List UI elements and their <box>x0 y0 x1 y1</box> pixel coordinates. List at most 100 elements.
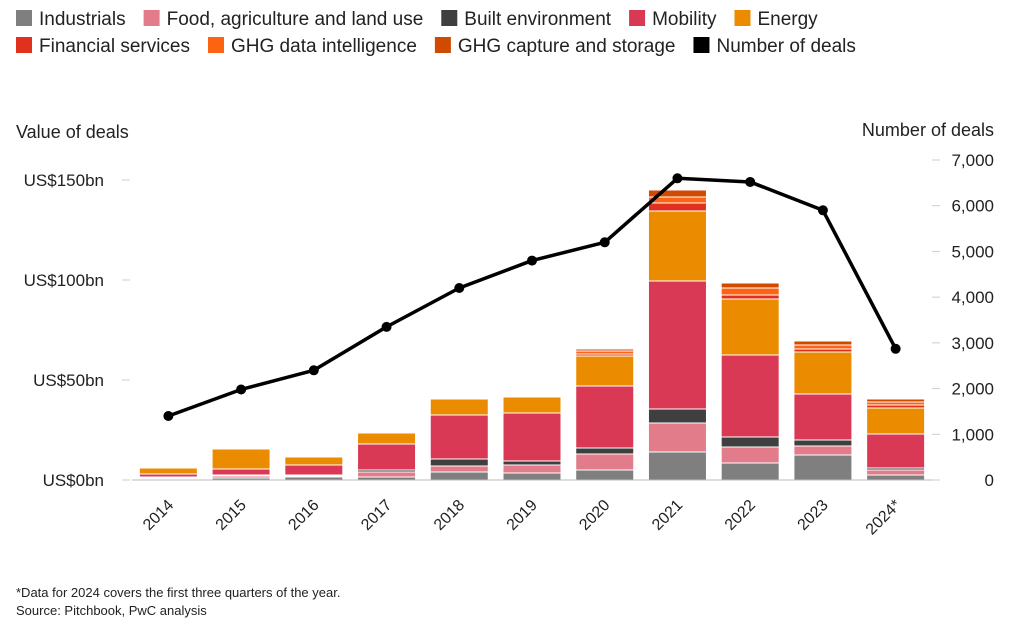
x-tick-label: 2023 <box>795 497 832 534</box>
bar-energy-2019 <box>502 396 562 414</box>
bar-built-environment-2021 <box>647 408 707 424</box>
bar-ghg-data-intelligence-2023 <box>793 344 853 350</box>
deals-point-2023 <box>817 205 828 216</box>
right-axis: 0 1,000 2,000 3,000 4,000 5,000 6,000 7,000 <box>932 151 994 490</box>
deals-point-2014 <box>163 411 174 421</box>
bar-ghg-capture-and-storage-2017 <box>357 429 417 432</box>
bar-energy-2024 <box>866 407 926 435</box>
bar-mobility-2021 <box>647 280 707 410</box>
bar-ghg-capture-and-storage-2015 <box>211 445 271 448</box>
bar-industrials-2023 <box>793 454 853 481</box>
x-tick-label: 2024* <box>863 497 905 539</box>
bar-ghg-capture-and-storage-2014 <box>138 464 198 467</box>
deals-point-2021 <box>672 173 683 184</box>
legend-label-mobility: Mobility <box>652 9 717 30</box>
bar-food-agriculture-and-land-use-2018 <box>429 465 489 473</box>
bar-energy-2023 <box>793 351 853 395</box>
source-note: Source: Pitchbook, PwC analysis <box>16 603 207 618</box>
x-tick-label: 2015 <box>213 497 250 534</box>
bar-financial-services-2022 <box>720 294 780 300</box>
right-tick-label: 6,000 <box>951 197 994 216</box>
bar-stack-2024 <box>866 398 926 481</box>
bar-mobility-2023 <box>793 393 853 441</box>
deals-point-2015 <box>236 384 247 395</box>
bar-mobility-2018 <box>429 414 489 460</box>
x-tick-label: 2022 <box>722 497 759 534</box>
x-tick-label: 2014 <box>140 497 177 534</box>
bar-energy-2021 <box>647 210 707 282</box>
right-tick-label: 2,000 <box>951 380 994 399</box>
right-tick-label: 0 <box>985 471 994 490</box>
bar-financial-services-2021 <box>647 202 707 212</box>
x-tick-label: 2021 <box>649 497 686 534</box>
deals-point-2016 <box>308 365 319 376</box>
legend-swatch-built-environment <box>441 10 458 26</box>
left-tick-label: US$50bn <box>33 371 104 390</box>
x-tick-label: 2020 <box>576 497 613 534</box>
bar-stack-2018 <box>429 395 489 481</box>
legend-swatch-ghg-data-intelligence <box>208 37 224 53</box>
bar-ghg-data-intelligence-2022 <box>720 287 780 296</box>
legend-label-ghg-capture-and-storage: GHG capture and storage <box>458 36 676 57</box>
bar-built-environment-2022 <box>720 436 780 448</box>
deals-point-2022 <box>745 176 756 187</box>
bar-stack-2017 <box>357 429 417 481</box>
legend-label-food-agriculture-and-land-use: Food, agriculture and land use <box>167 9 424 30</box>
legend-label-energy: Energy <box>757 9 818 30</box>
legend-label-number-of-deals: Number of deals <box>716 36 855 57</box>
bar-ghg-capture-and-storage-2024 <box>866 398 926 403</box>
bar-food-agriculture-and-land-use-2017 <box>357 471 417 478</box>
bar-built-environment-2020 <box>575 447 635 455</box>
left-tick-label: US$150bn <box>24 171 104 190</box>
bar-ghg-capture-and-storage-2022 <box>720 282 780 289</box>
bar-mobility-2017 <box>357 443 417 471</box>
deals-point-2018 <box>454 283 465 293</box>
right-tick-label: 4,000 <box>951 288 994 307</box>
bar-mobility-2015 <box>211 468 271 476</box>
bars <box>138 189 926 481</box>
bar-industrials-2022 <box>720 462 780 481</box>
legend-swatch-mobility <box>629 10 646 26</box>
x-tick-label: 2016 <box>285 497 322 534</box>
bar-stack-2020 <box>575 348 635 481</box>
bar-food-agriculture-and-land-use-2022 <box>720 446 780 464</box>
x-tick-label: 2017 <box>358 497 395 534</box>
bar-energy-2014 <box>138 467 198 475</box>
legend-swatch-financial-services <box>16 37 32 53</box>
deals-line-path <box>167 176 898 418</box>
bar-industrials-2018 <box>429 471 489 481</box>
bar-energy-2015 <box>211 448 271 470</box>
bar-ghg-capture-and-storage-2016 <box>284 454 344 456</box>
bar-industrials-2024 <box>866 474 926 481</box>
bar-industrials-2021 <box>647 451 707 481</box>
bar-food-agriculture-and-land-use-2019 <box>502 464 562 474</box>
bar-built-environment-2018 <box>429 458 489 467</box>
bar-stack-2016 <box>284 454 344 481</box>
legend-label-built-environment: Built environment <box>464 9 612 30</box>
bar-energy-2016 <box>284 456 344 466</box>
bar-mobility-2020 <box>575 385 635 449</box>
deals-point-2019 <box>527 255 537 266</box>
bar-stack-2015 <box>211 445 271 481</box>
bar-mobility-2022 <box>720 354 780 438</box>
bar-mobility-2024 <box>866 433 926 469</box>
right-tick-label: 7,000 <box>951 151 994 170</box>
legend-swatch-energy <box>734 10 751 26</box>
legend-label-financial-services: Financial services <box>39 36 190 57</box>
bar-stack-2014 <box>138 464 198 481</box>
bar-mobility-2019 <box>502 412 562 462</box>
left-axis: US$0bn US$50bn US$100bn US$150bn <box>24 171 130 490</box>
bar-mobility-2016 <box>284 464 344 476</box>
bar-energy-2020 <box>575 355 635 387</box>
bar-ghg-capture-and-storage-2018 <box>429 395 489 398</box>
x-tick-label: 2019 <box>504 497 541 534</box>
bar-food-agriculture-and-land-use-2021 <box>647 422 707 453</box>
bar-industrials-2019 <box>502 472 562 481</box>
number-of-deals-line <box>163 173 901 421</box>
bar-energy-2022 <box>720 298 780 356</box>
bar-stack-2019 <box>502 393 562 481</box>
left-tick-label: US$0bn <box>43 471 104 490</box>
bar-stack-2021 <box>647 189 707 481</box>
